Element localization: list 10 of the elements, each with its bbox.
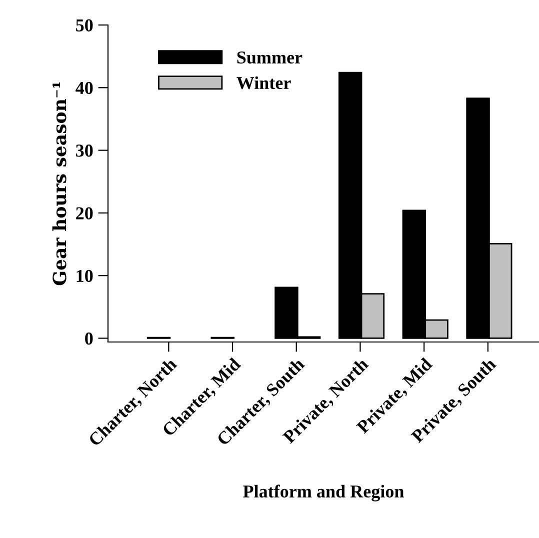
y-tick-label: 10: [76, 270, 93, 282]
legend-label: Winter: [236, 76, 291, 90]
y-tick-label: 30: [76, 144, 93, 157]
y-tick-label: 20: [76, 207, 93, 220]
legend-label: Summer: [237, 51, 302, 64]
y-tick-label: 50: [76, 19, 93, 32]
y-axis-title: Gear hours season⁻¹: [52, 82, 66, 286]
y-tick-label: 40: [76, 82, 93, 94]
y-tick-label: 0: [85, 332, 93, 345]
x-axis-title: Platform and Region: [243, 484, 404, 502]
